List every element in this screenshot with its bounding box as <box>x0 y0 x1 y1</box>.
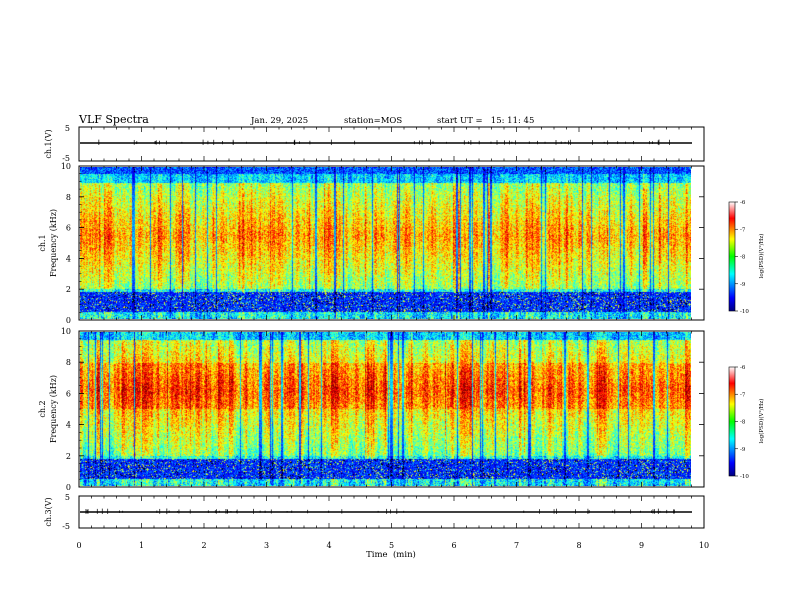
ch2-spectrogram-ytick-label: 2 <box>66 452 71 461</box>
time-tick-label: 2 <box>201 541 206 550</box>
ch2-spectrogram-ytick-label: 0 <box>66 483 71 492</box>
ch2-spectrogram-ytick-label: 8 <box>66 358 71 367</box>
ch1-ytick-bottom: -5 <box>62 154 70 163</box>
time-tick-label: 0 <box>76 541 81 550</box>
ch1-spectrogram-ylabel-frequency: Frequency (kHz) <box>49 209 58 277</box>
ch1-panel-frame <box>78 126 705 162</box>
ch1-colorbar-tick-label: -9 <box>740 282 746 288</box>
ch1-spectrogram-ytick-label: 10 <box>61 162 71 171</box>
header-station: station=MOS <box>344 116 402 126</box>
time-tick-label: 6 <box>451 541 456 550</box>
ch1-colorbar-tick-label: -6 <box>740 200 746 206</box>
ch1-spectrogram-ytick-label: 0 <box>66 316 71 325</box>
ch1-spectrogram-ylabel-channel: ch.1 <box>38 234 47 251</box>
ch1-spectrogram-ytick-label: 6 <box>66 224 71 233</box>
ch2-colorbar: -6 -7 -8 -9 -10 log(PSD)(V²/Hz) <box>728 365 765 480</box>
ch1-ytick-top: 5 <box>65 124 70 133</box>
time-tick-label: 9 <box>639 541 644 550</box>
time-tick-label: 4 <box>326 541 331 550</box>
ch1-ylabel: ch.1(V) <box>44 129 53 158</box>
ch2-spectrogram-ytick-label: 4 <box>66 421 71 430</box>
ch1-colorbar-tick-label: -10 <box>740 309 749 315</box>
figure-title: VLF Spectra <box>78 113 149 126</box>
time-tick-label: 8 <box>576 541 581 550</box>
ch2-colorbar-tick-label: -7 <box>740 392 746 398</box>
ch1-spectrogram-ytick-label: 8 <box>66 193 71 202</box>
time-tick-label: 5 <box>389 541 394 550</box>
header-date: Jan. 29, 2025 <box>250 116 308 126</box>
ch1-colorbar-tick-label: -7 <box>740 227 746 233</box>
ch2-spectrogram-ytick-label: 10 <box>61 327 71 336</box>
ch1-colorbar-tick-label: -8 <box>740 255 746 261</box>
ch3-ylabel: ch.3(V) <box>44 497 53 526</box>
ch1-colorbar-label: log(PSD)(V²/Hz) <box>758 234 765 279</box>
ch1-spectrogram-image <box>80 167 691 319</box>
ch1-colorbar: -6 -7 -8 -9 -10 log(PSD)(V²/Hz) <box>728 200 765 315</box>
time-tick-label: 10 <box>699 541 709 550</box>
ch2-colorbar-tick-label: -9 <box>740 447 746 453</box>
ch2-colorbar-scale <box>728 366 736 477</box>
ch1-spectrogram-ytick-label: 2 <box>66 285 71 294</box>
ch3-ytick-bottom: -5 <box>62 522 70 531</box>
header-start-time: start UT = 15: 11: 45 <box>437 116 534 126</box>
ch2-colorbar-label: log(PSD)(V²/Hz) <box>758 399 765 444</box>
ch2-colorbar-tick-label: -8 <box>740 420 746 426</box>
ch2-spectrogram-ylabel-channel: ch.2 <box>38 400 47 417</box>
time-axis-label: Time (min) <box>366 549 416 560</box>
time-tick-label: 3 <box>264 541 269 550</box>
ch1-panel: 5 -5 ch.1(V) <box>44 124 705 163</box>
ch2-colorbar-tick-label: -6 <box>740 365 746 371</box>
time-tick-label: 1 <box>139 541 144 550</box>
ch3-panel: 5 -5 ch.3(V) <box>44 493 705 531</box>
ch2-spectrogram-ylabel-frequency: Frequency (kHz) <box>49 375 58 443</box>
ch1-colorbar-scale <box>728 201 736 312</box>
ch1-spectrogram-ytick-label: 4 <box>66 254 71 263</box>
time-tick-label: 7 <box>514 541 519 550</box>
ch2-spectrogram-ytick-label: 6 <box>66 389 71 398</box>
ch2-spectrogram-image <box>80 332 691 486</box>
ch3-ytick-top: 5 <box>65 493 70 502</box>
ch2-colorbar-tick-label: -10 <box>740 474 749 480</box>
